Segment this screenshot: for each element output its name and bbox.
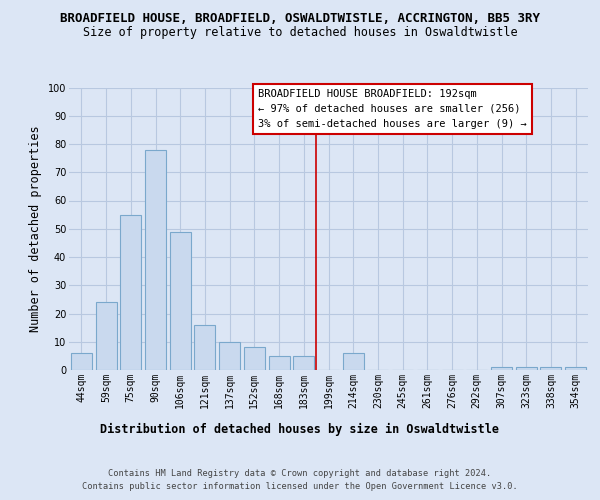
Text: BROADFIELD HOUSE BROADFIELD: 192sqm
← 97% of detached houses are smaller (256)
3: BROADFIELD HOUSE BROADFIELD: 192sqm ← 97… <box>259 89 527 128</box>
Text: Size of property relative to detached houses in Oswaldtwistle: Size of property relative to detached ho… <box>83 26 517 39</box>
Bar <box>293 356 314 370</box>
Bar <box>219 342 240 370</box>
Bar <box>269 356 290 370</box>
Bar <box>71 353 92 370</box>
Text: Contains HM Land Registry data © Crown copyright and database right 2024.
Contai: Contains HM Land Registry data © Crown c… <box>82 470 518 491</box>
Y-axis label: Number of detached properties: Number of detached properties <box>29 126 42 332</box>
Bar <box>145 150 166 370</box>
Bar <box>491 367 512 370</box>
Bar <box>120 214 141 370</box>
Bar <box>95 302 116 370</box>
Bar <box>194 325 215 370</box>
Bar <box>170 232 191 370</box>
Bar <box>244 348 265 370</box>
Bar <box>541 367 562 370</box>
Bar <box>565 367 586 370</box>
Text: Distribution of detached houses by size in Oswaldtwistle: Distribution of detached houses by size … <box>101 422 499 436</box>
Text: BROADFIELD HOUSE, BROADFIELD, OSWALDTWISTLE, ACCRINGTON, BB5 3RY: BROADFIELD HOUSE, BROADFIELD, OSWALDTWIS… <box>60 12 540 26</box>
Bar <box>516 367 537 370</box>
Bar <box>343 353 364 370</box>
